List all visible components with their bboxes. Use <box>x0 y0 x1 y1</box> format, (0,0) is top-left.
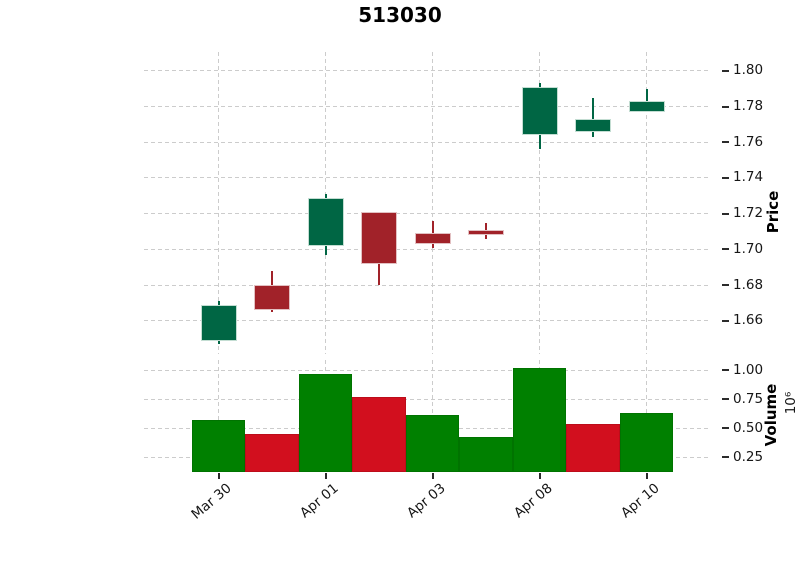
price-tick-mark <box>722 69 729 72</box>
volume-bar <box>245 434 299 472</box>
price-tick-label: 1.78 <box>733 98 764 114</box>
price-tick-mark <box>722 319 729 322</box>
price-tick-label: 1.74 <box>733 169 764 186</box>
price-tick-label: 1.66 <box>733 312 764 329</box>
x-tick-label: Apr 10 <box>617 480 663 522</box>
x-tick-label: Apr 01 <box>296 480 342 522</box>
price-gridline <box>144 141 708 143</box>
volume-tick-mark <box>722 427 729 430</box>
price-tick-label: 1.68 <box>733 276 764 293</box>
volume-bar <box>459 436 513 472</box>
x-gridline-price <box>432 52 433 354</box>
x-gridline-price <box>218 52 219 354</box>
price-tick-mark <box>722 248 729 251</box>
x-gridline-price <box>539 52 540 354</box>
price-tick-label: 1.80 <box>733 62 764 79</box>
candle-body <box>254 285 290 311</box>
candle-body <box>200 304 237 341</box>
x-gridline-price <box>646 52 647 354</box>
chart-title: 513030 <box>358 3 442 27</box>
volume-tick-mark <box>722 398 729 401</box>
price-gridline <box>144 106 708 107</box>
volume-gridline <box>144 398 708 400</box>
volume-tick-mark <box>722 369 729 372</box>
volume-axis-label: Volume <box>762 383 780 447</box>
volume-gridline <box>144 369 708 371</box>
volume-axis-unit-multiplier: 10⁶ <box>783 391 799 415</box>
candle-body <box>414 233 451 245</box>
volume-bar <box>619 413 674 472</box>
price-tick-mark <box>722 176 729 179</box>
volume-tick-mark <box>722 456 729 459</box>
x-tick-label: Apr 03 <box>403 480 449 522</box>
x-tick-label: Mar 30 <box>187 480 235 523</box>
price-gridline <box>144 213 708 215</box>
price-gridline <box>144 284 708 286</box>
volume-tick-label: 0.25 <box>733 448 764 465</box>
price-tick-mark <box>722 212 729 215</box>
volume-bar <box>566 423 620 472</box>
volume-bar <box>512 368 567 472</box>
candle-body <box>361 211 397 264</box>
price-gridline <box>144 248 708 250</box>
price-tick-mark <box>722 284 729 287</box>
candle-body <box>521 86 558 136</box>
price-tick-mark <box>722 141 729 144</box>
x-tick-mark <box>324 473 327 479</box>
price-axis-label: Price <box>764 190 782 234</box>
price-tick-mark <box>722 105 729 108</box>
price-tick-label: 1.70 <box>733 240 764 257</box>
x-tick-label: Apr 08 <box>510 480 556 522</box>
volume-bar <box>298 373 353 472</box>
volume-tick-label: 0.75 <box>733 390 764 407</box>
candle-wick <box>645 88 648 112</box>
volume-bar <box>352 397 406 472</box>
volume-bar <box>191 420 246 472</box>
x-gridline-volume <box>218 360 219 472</box>
candle-body <box>575 119 611 132</box>
x-tick-mark <box>645 473 648 479</box>
volume-tick-label: 0.50 <box>733 419 764 436</box>
volume-tick-label: 1.00 <box>733 361 764 378</box>
price-gridline <box>144 320 708 322</box>
price-gridline <box>144 70 708 72</box>
price-gridline <box>144 177 708 179</box>
price-tick-label: 1.76 <box>733 133 764 150</box>
candle-body <box>468 229 504 236</box>
price-tick-label: 1.72 <box>733 205 764 222</box>
x-tick-mark <box>538 473 541 479</box>
x-tick-mark <box>217 473 220 479</box>
volume-bar <box>405 414 460 472</box>
candle-body <box>307 197 344 246</box>
candle-wick <box>592 97 594 137</box>
x-tick-mark <box>431 473 434 479</box>
candle-body <box>628 101 665 112</box>
